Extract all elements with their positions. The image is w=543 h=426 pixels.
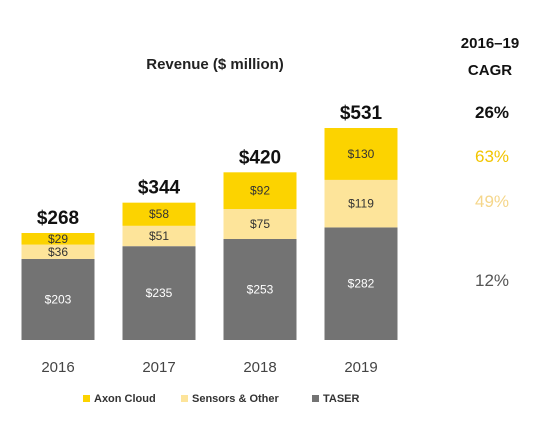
bar-taser-2017 (122, 246, 196, 340)
legend-swatch-taser (312, 395, 319, 402)
legend-label-sensors-other: Sensors & Other (192, 393, 280, 405)
bar-total-2016: $268 (37, 208, 79, 229)
bar-taser-2019 (324, 227, 398, 340)
cagr-heading-line2: CAGR (468, 62, 512, 79)
cagr-axon-cloud: 63% (475, 147, 509, 166)
chart-title: Revenue ($ million) (146, 56, 284, 73)
bar-taser-2016 (21, 258, 95, 340)
bar-taser-2018 (223, 238, 297, 340)
x-tick-label-2016: 2016 (41, 359, 74, 376)
legend-label-taser: TASER (323, 393, 360, 405)
legend: Axon Cloud Sensors & Other TASER (83, 393, 360, 405)
x-tick-label-2018: 2018 (243, 359, 276, 376)
bar-label-taser-2016: $203 (45, 292, 72, 306)
cagr-heading-line1: 2016–19 (461, 35, 519, 52)
bar-label-axon-cloud-2017: $58 (149, 207, 169, 221)
cagr-sensors-other: 49% (475, 192, 509, 211)
bar-label-sensors-other-2016: $36 (48, 245, 68, 259)
bar-label-sensors-other-2017: $51 (149, 229, 169, 243)
bar-sensors-other-2016 (21, 244, 95, 259)
cagr-total: 26% (475, 103, 509, 122)
bar-label-axon-cloud-2016: $29 (48, 232, 68, 246)
bar-axon-cloud-2019 (324, 128, 398, 180)
bar-axon-cloud-2016 (21, 233, 95, 245)
x-tick-label-2019: 2019 (344, 359, 377, 376)
x-tick-label-2017: 2017 (142, 359, 175, 376)
bar-axon-cloud-2018 (223, 172, 297, 210)
bar-total-2019: $531 (340, 103, 383, 124)
cagr-taser: 12% (475, 271, 509, 290)
bar-total-2017: $344 (138, 178, 181, 199)
bars-group: $203 $36$29 $268 2016 $235 $51 $58 $344 2017 $253… (21, 103, 398, 376)
bar-label-axon-cloud-2019: $130 (348, 147, 375, 161)
bar-total-2018: $420 (239, 147, 281, 168)
bar-label-sensors-other-2018: $75 (250, 217, 270, 231)
legend-swatch-sensors-other (181, 395, 188, 402)
bar-axon-cloud-2017 (122, 202, 196, 226)
bar-label-sensors-other-2019: $119 (348, 197, 374, 211)
legend-swatch-axon-cloud (83, 395, 90, 402)
bar-sensors-other-2018 (223, 209, 297, 239)
bar-label-taser-2018: $253 (247, 282, 274, 296)
legend-label-axon-cloud: Axon Cloud (94, 393, 156, 405)
bar-sensors-other-2019 (324, 179, 398, 228)
bar-sensors-other-2017 (122, 225, 196, 247)
bar-label-taser-2019: $282 (348, 277, 375, 291)
bar-label-taser-2017: $235 (146, 286, 173, 300)
bar-label-axon-cloud-2018: $92 (250, 184, 270, 198)
